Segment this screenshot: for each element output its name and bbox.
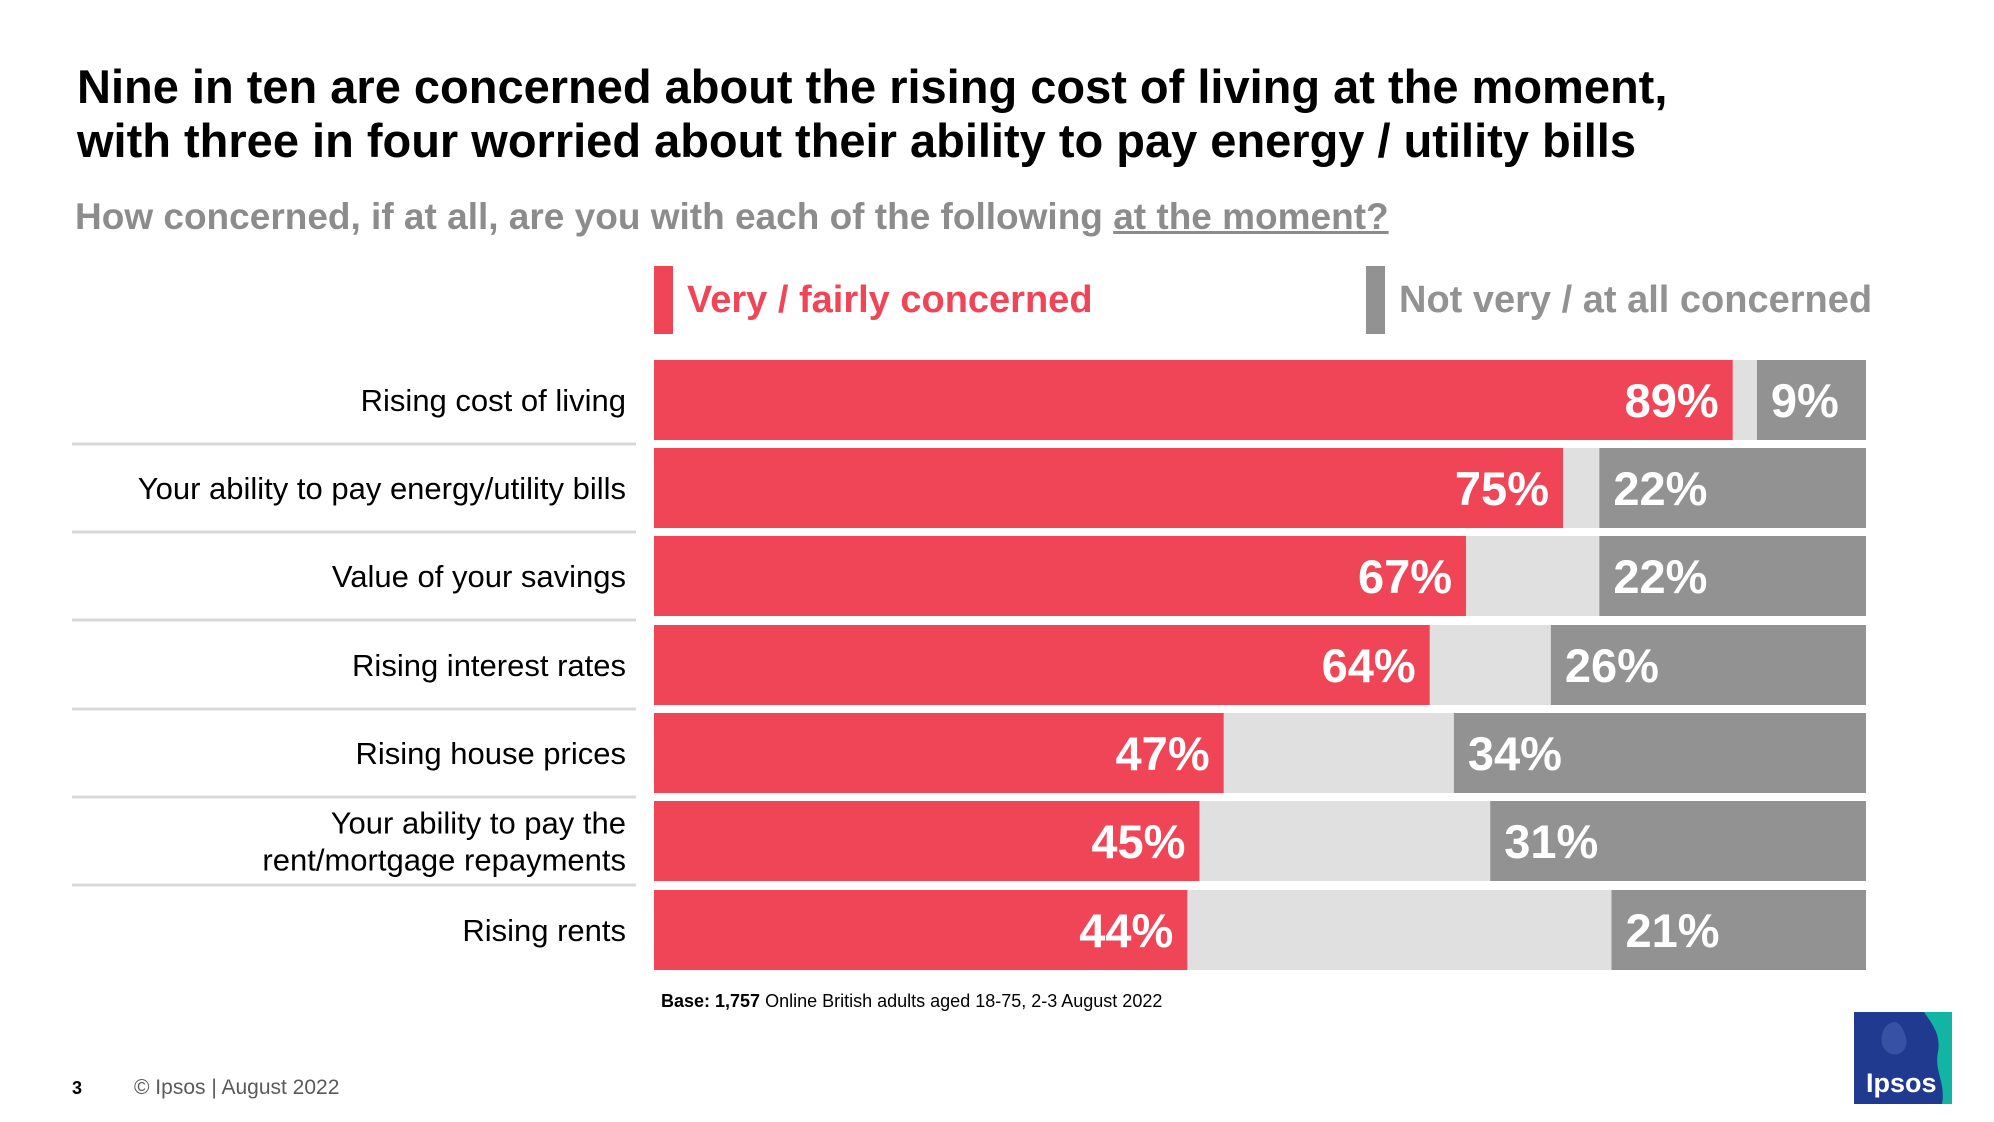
bar-not-concerned [1550,625,1866,705]
bar-not-concerned [1490,801,1866,881]
bar-not-concerned [1599,448,1866,528]
category-label: Rising interest rates [352,648,626,683]
logo-accent-shape [1924,1012,1952,1104]
title-line-2: with three in four worried about their a… [77,114,1637,167]
category-label: Rising house prices [355,736,626,771]
footnote: Base: 1,757 Online British adults aged 1… [661,991,1162,1012]
value-label-concerned: 64% [1322,639,1416,692]
category-label: Value of your savings [332,559,626,594]
copyright: © Ipsos | August 2022 [134,1076,340,1099]
value-label-not-concerned: 34% [1468,727,1562,780]
bar-concerned [654,448,1563,528]
title-line-1: Nine in ten are concerned about the risi… [77,60,1668,113]
category-label: Your ability to pay energy/utility bills [138,471,626,506]
ipsos-logo: Ipsos [1854,1012,1952,1104]
value-label-not-concerned: 26% [1565,639,1659,692]
footnote-base: Base: 1,757 [661,991,761,1011]
value-label-concerned: 67% [1358,550,1452,603]
legend-swatch-not-concerned [1366,266,1385,334]
value-label-concerned: 47% [1116,727,1210,780]
value-label-not-concerned: 21% [1625,904,1719,957]
category-label: Your ability to pay the [331,806,626,841]
value-label-not-concerned: 22% [1613,462,1707,515]
footnote-text: Online British adults aged 18-75, 2-3 Au… [760,991,1163,1011]
bar-concerned [654,801,1200,881]
value-label-concerned: 44% [1079,904,1173,957]
bar-not-concerned [1453,713,1866,793]
value-label-concerned: 75% [1455,462,1549,515]
value-label-not-concerned: 9% [1771,374,1839,427]
bar-concerned [654,713,1224,793]
legend-concerned: Very / fairly concerned [654,266,1093,334]
legend-label-not-concerned: Not very / at all concerned [1399,278,1873,321]
bar-concerned [654,360,1733,440]
category-label: Rising cost of living [361,383,626,418]
value-label-not-concerned: 22% [1613,550,1707,603]
category-label: rent/mortgage repayments [262,843,626,878]
page-number: 3 [72,1078,83,1098]
bar-not-concerned [1611,890,1866,970]
legend-label-concerned: Very / fairly concerned [687,278,1093,321]
subtitle-text: How concerned, if at all, are you with e… [75,196,1114,237]
chart-title: Nine in ten are concerned about the risi… [77,60,1927,168]
bar-concerned [654,625,1430,705]
bar-not-concerned [1599,536,1866,616]
bar-concerned [654,890,1188,970]
logo-head-shape [1881,1022,1907,1055]
logo-text: Ipsos [1866,1068,1937,1098]
bar-not-concerned [1756,360,1866,440]
value-label-concerned: 89% [1625,374,1719,427]
subtitle-underlined: at the moment? [1113,196,1389,237]
legend-not-concerned: Not very / at all concerned [1366,266,1872,334]
bar-concerned [654,536,1467,616]
legend-swatch-concerned [654,266,673,334]
value-label-concerned: 45% [1091,815,1185,868]
category-label: Rising rents [462,913,626,948]
value-label-not-concerned: 31% [1504,815,1598,868]
chart-subtitle: How concerned, if at all, are you with e… [75,196,1389,238]
